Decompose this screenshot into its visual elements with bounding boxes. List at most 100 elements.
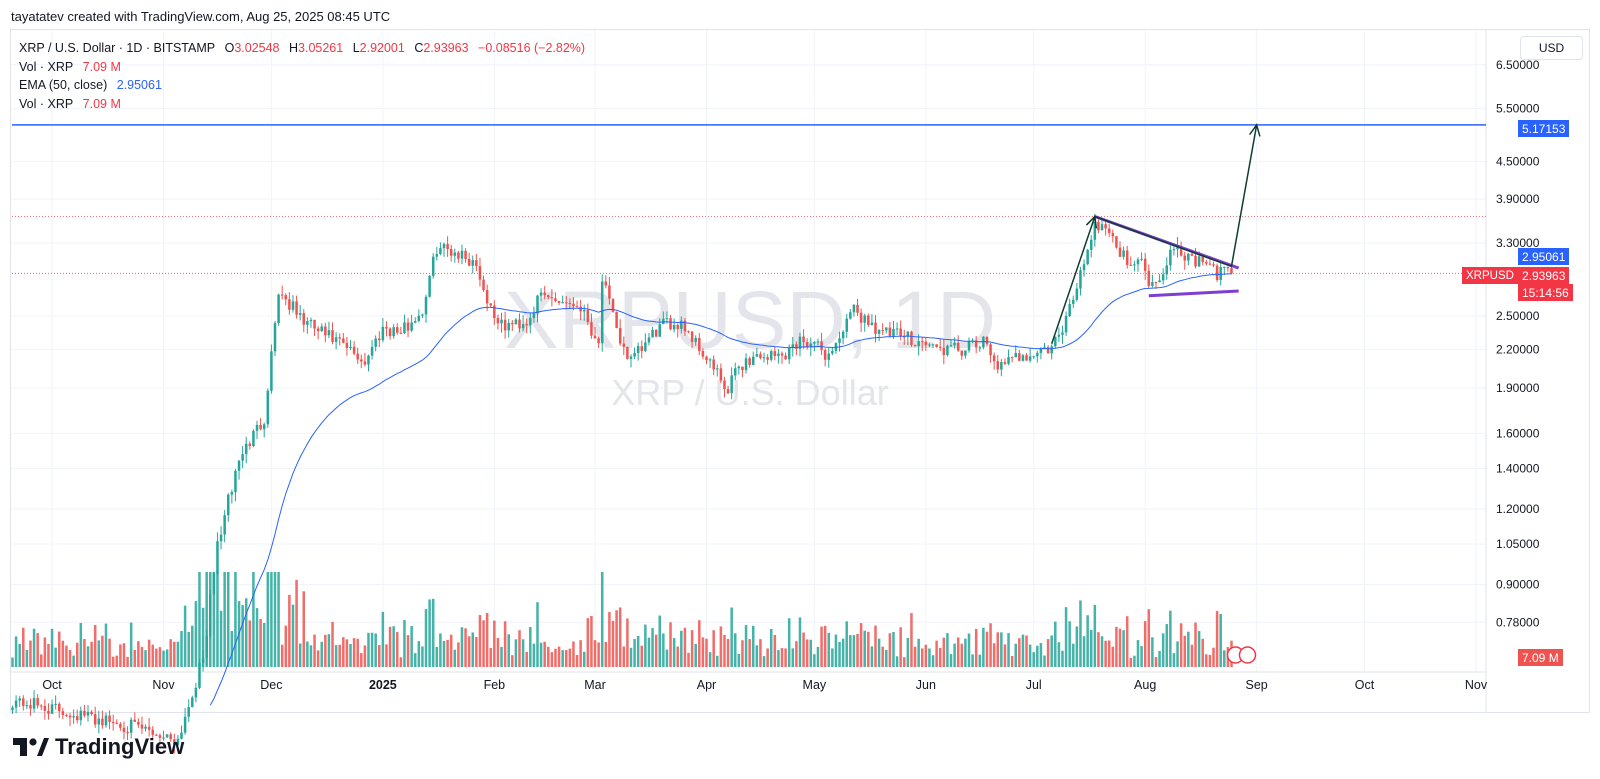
candle-body: [288, 299, 291, 310]
volume-bar: [568, 648, 572, 667]
volume-bar: [827, 632, 831, 667]
volume-bar: [536, 602, 539, 667]
volume-bar: [654, 634, 658, 667]
currency-button[interactable]: USD: [1520, 36, 1583, 60]
candle-body: [485, 290, 489, 304]
candle-body: [773, 351, 777, 356]
volume-bar: [989, 623, 992, 667]
volume-bar: [698, 620, 701, 667]
volume-bar: [946, 633, 949, 667]
volume-bar: [640, 645, 644, 667]
price-tick-label: 1.60000: [1496, 426, 1540, 440]
candle-body: [248, 443, 252, 447]
volume-bar: [129, 622, 133, 667]
candle-body: [622, 343, 626, 347]
candle-body: [547, 295, 550, 298]
volume-bar: [1003, 644, 1007, 667]
candle-body: [791, 344, 795, 348]
volume-bar: [331, 621, 334, 667]
volume-bar: [342, 637, 345, 667]
volume-bar: [953, 643, 956, 667]
volume-bar: [687, 652, 690, 667]
volume-bar: [949, 654, 953, 667]
candle-body: [636, 346, 640, 353]
volume-bar: [345, 639, 349, 667]
volume-bar: [259, 619, 262, 667]
candle-body: [564, 302, 568, 304]
candle-body: [244, 443, 248, 455]
volume-bar: [57, 631, 61, 667]
candle-body: [521, 324, 525, 329]
time-tick-label: Jul: [1026, 678, 1042, 692]
volume-bar: [1039, 643, 1043, 667]
volume-bar: [1072, 643, 1075, 667]
volume-bar: [18, 643, 21, 667]
candle-body: [687, 331, 690, 333]
candle-body: [658, 324, 662, 337]
volume-bar: [805, 639, 809, 667]
volume-bar: [1075, 626, 1079, 667]
volume-bar: [942, 637, 946, 667]
candle-body: [61, 711, 65, 715]
candle-body: [158, 735, 162, 738]
candle-body: [320, 326, 323, 332]
volume-bar: [306, 641, 309, 667]
candle-body: [40, 705, 43, 707]
volume-bar: [40, 654, 43, 667]
volume-bar: [899, 627, 902, 667]
volume-bar: [1194, 622, 1197, 667]
candle-body: [920, 341, 924, 343]
candle-body: [316, 328, 320, 332]
volume-bar: [493, 620, 496, 667]
candle-body: [629, 356, 633, 359]
candle-body: [446, 244, 449, 249]
tradingview-logo[interactable]: TradingView: [13, 734, 184, 760]
candle-body: [590, 322, 593, 336]
candle-body: [885, 327, 888, 331]
volume-bar: [475, 637, 478, 667]
time-tick-label: Sep: [1246, 678, 1268, 692]
candle-body: [11, 707, 14, 711]
candle-body: [888, 327, 892, 337]
candle-body: [381, 326, 385, 341]
candle-body: [575, 306, 579, 308]
candle-body: [1115, 236, 1118, 248]
time-tick-label: Nov: [152, 678, 175, 692]
candle-body: [270, 351, 273, 391]
candle-body: [291, 301, 295, 310]
volume-bar: [816, 646, 820, 667]
volume-bar: [557, 646, 561, 667]
candle-body: [93, 714, 97, 725]
volume-bar: [554, 648, 557, 667]
volume-bar: [1118, 628, 1122, 667]
candle-body: [457, 252, 460, 259]
candle-body: [313, 319, 316, 329]
volume-bar: [417, 641, 421, 667]
volume-bar: [464, 628, 467, 667]
volume-bar: [370, 632, 374, 667]
candle-body: [600, 281, 604, 344]
legend-change: −0.08516 (−2.82%): [478, 41, 586, 55]
candle-body: [306, 321, 309, 325]
volume-bar: [708, 652, 712, 667]
candle-body: [1201, 256, 1204, 262]
volume-bar: [1143, 621, 1147, 667]
volume-bar: [1018, 638, 1021, 667]
volume-bar: [367, 632, 370, 667]
volume-bar: [604, 642, 608, 667]
candle-body: [863, 315, 866, 323]
candle-body: [536, 295, 539, 314]
volume-bar: [1165, 624, 1169, 667]
candle-body: [748, 358, 751, 365]
legend-symbol: XRP / U.S. Dollar · 1D · BITSTAMP: [19, 41, 216, 55]
candle-body: [467, 258, 471, 266]
legend-o-label: O: [224, 41, 235, 55]
volume-bar: [338, 644, 341, 667]
candle-body: [295, 301, 298, 315]
candle-body: [111, 722, 115, 724]
volume-bar: [187, 631, 190, 667]
volume-bar: [97, 640, 101, 667]
volume-bar: [439, 633, 442, 667]
candle-body: [949, 345, 953, 347]
